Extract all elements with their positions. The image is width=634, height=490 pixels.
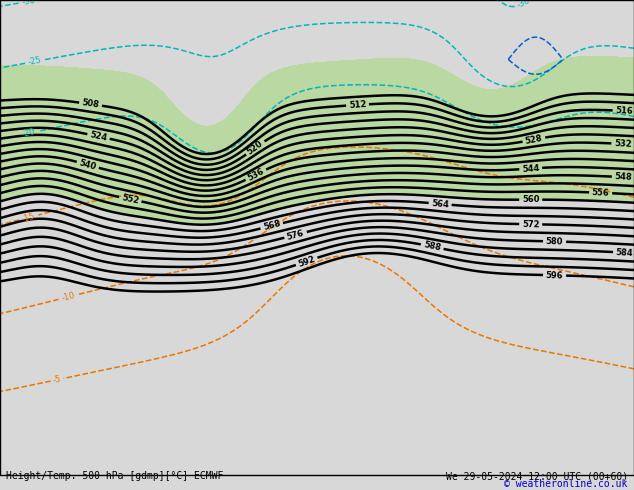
Text: 540: 540 [78, 158, 98, 172]
Text: -10: -10 [61, 291, 76, 303]
Text: 580: 580 [546, 237, 564, 246]
Text: 568: 568 [262, 219, 281, 232]
Text: 524: 524 [89, 130, 108, 143]
Text: We 29-05-2024 12:00 UTC (00+60): We 29-05-2024 12:00 UTC (00+60) [446, 471, 628, 481]
Text: 588: 588 [423, 241, 442, 253]
Text: -30: -30 [516, 0, 532, 10]
Text: 596: 596 [546, 270, 564, 280]
Text: -20: -20 [21, 127, 36, 140]
Text: -15: -15 [21, 211, 36, 223]
Text: -5: -5 [52, 374, 62, 385]
Text: 560: 560 [522, 195, 540, 204]
Text: 564: 564 [431, 198, 450, 209]
Text: 520: 520 [245, 139, 265, 157]
Text: Height/Temp. 500 hPa [gdmp][°C] ECMWF: Height/Temp. 500 hPa [gdmp][°C] ECMWF [6, 471, 224, 481]
Text: 508: 508 [81, 98, 100, 110]
Text: 548: 548 [614, 172, 632, 182]
Text: 528: 528 [524, 133, 543, 146]
Text: 556: 556 [592, 188, 610, 197]
Text: 572: 572 [522, 220, 540, 229]
Text: 532: 532 [614, 139, 632, 149]
Text: 512: 512 [349, 100, 366, 110]
Text: -30: -30 [21, 0, 36, 7]
Text: 536: 536 [246, 167, 266, 183]
Text: -25: -25 [27, 56, 42, 67]
Text: 584: 584 [616, 247, 633, 258]
Text: 516: 516 [615, 106, 633, 116]
Text: 544: 544 [522, 164, 540, 173]
Text: © weatheronline.co.uk: © weatheronline.co.uk [504, 479, 628, 489]
Text: 576: 576 [286, 228, 305, 242]
Text: 552: 552 [120, 193, 140, 205]
Text: 592: 592 [297, 254, 316, 269]
